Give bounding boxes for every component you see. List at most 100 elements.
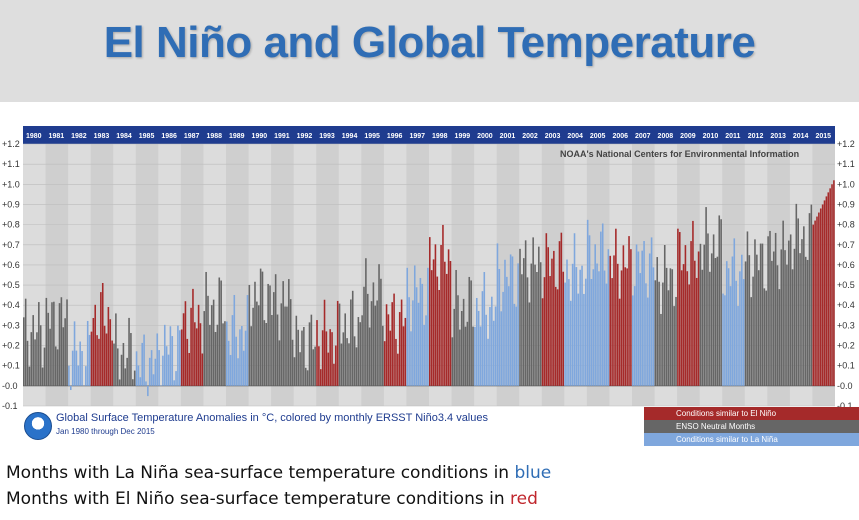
month-bar	[530, 263, 533, 386]
month-bar	[147, 385, 149, 397]
month-bar	[703, 244, 706, 386]
month-bar	[705, 207, 707, 386]
month-bar	[513, 303, 516, 386]
month-bar	[323, 299, 326, 386]
month-bar	[601, 223, 604, 386]
month-bar	[549, 276, 551, 386]
month-bar	[575, 267, 578, 386]
month-bar	[438, 289, 440, 386]
explanation-line-la-nina-text: Months with La Niña sea-surface temperat…	[6, 463, 515, 483]
month-bar	[671, 269, 674, 386]
month-bar	[539, 262, 542, 386]
month-bar	[709, 271, 711, 386]
year-label: 2013	[770, 133, 786, 140]
month-bar	[207, 295, 209, 386]
month-bar	[295, 315, 298, 386]
month-bar	[742, 279, 745, 386]
month-bar	[415, 287, 418, 386]
y-tick-label-right: +1.2	[837, 139, 855, 149]
month-bar	[618, 298, 621, 386]
month-bar	[327, 352, 330, 386]
month-bar	[85, 366, 87, 386]
month-bar	[462, 298, 465, 386]
month-bar	[630, 249, 632, 386]
month-bar	[325, 331, 328, 386]
year-label: 2002	[522, 133, 538, 140]
month-bar	[316, 320, 318, 386]
y-tick-label-left: +0.8	[2, 220, 20, 230]
month-bar	[299, 352, 301, 386]
month-bar	[780, 249, 783, 386]
month-bar	[699, 243, 702, 386]
month-bar	[645, 283, 647, 386]
month-bar	[678, 232, 681, 386]
month-bar	[229, 354, 232, 386]
y-tick-label-right: -0.0	[837, 381, 853, 391]
month-bar	[803, 226, 805, 386]
year-label: 2014	[793, 133, 809, 140]
month-bar	[697, 251, 700, 386]
month-bar	[741, 254, 743, 386]
year-label: 1984	[116, 133, 132, 140]
month-bar	[291, 339, 294, 386]
month-bar	[41, 367, 44, 386]
month-bar	[675, 296, 677, 386]
month-bar	[643, 241, 645, 386]
month-bar	[752, 276, 754, 386]
month-bar	[590, 279, 593, 386]
month-bar	[468, 276, 471, 386]
y-tick-label-left: +1.2	[2, 139, 20, 149]
year-label: 1985	[139, 133, 155, 140]
month-bar	[600, 231, 602, 386]
year-label: 1980	[26, 133, 42, 140]
noaa-logo	[24, 412, 52, 440]
month-bar	[624, 267, 627, 386]
month-bar	[336, 300, 339, 386]
month-bar	[389, 330, 392, 386]
y-tick-label-right: +0.1	[837, 361, 855, 371]
month-bar	[90, 331, 93, 386]
year-label: 2005	[590, 133, 606, 140]
month-bar	[156, 333, 159, 386]
month-bar	[393, 293, 395, 386]
month-bar	[361, 315, 363, 386]
month-bar	[455, 269, 457, 386]
month-bar	[192, 288, 194, 386]
month-bar	[756, 254, 758, 386]
month-bar	[109, 319, 112, 386]
month-bar	[571, 263, 574, 386]
year-label: 1995	[364, 133, 380, 140]
month-bar	[620, 270, 623, 386]
y-tick-label-left: +0.7	[2, 240, 20, 250]
month-bar	[739, 271, 741, 386]
month-bar	[801, 239, 803, 386]
month-bar	[765, 290, 768, 386]
month-bar	[329, 329, 331, 386]
month-bar	[224, 321, 226, 386]
month-bar	[212, 299, 215, 386]
month-bar	[639, 273, 642, 386]
month-bar	[209, 324, 211, 386]
month-bar	[735, 280, 737, 386]
year-label: 2007	[635, 133, 651, 140]
month-bar	[585, 278, 587, 386]
month-bar	[128, 317, 130, 386]
month-bar	[551, 258, 553, 386]
month-bar	[175, 371, 177, 386]
month-bar	[363, 286, 365, 386]
month-bar	[152, 374, 155, 386]
month-bar	[453, 308, 456, 386]
month-bar	[616, 263, 619, 386]
year-label: 1983	[94, 133, 110, 140]
month-bar	[154, 358, 157, 386]
month-bar	[524, 240, 527, 386]
month-bar	[566, 259, 568, 386]
chart-date-range: Jan 1980 through Dec 2015	[56, 427, 155, 436]
month-bar	[404, 317, 407, 386]
month-bar	[203, 311, 206, 386]
month-bar	[335, 345, 337, 386]
month-bar	[39, 325, 42, 386]
month-bar	[235, 336, 237, 386]
month-bar	[684, 245, 687, 386]
y-tick-label-right: +1.1	[837, 159, 855, 169]
